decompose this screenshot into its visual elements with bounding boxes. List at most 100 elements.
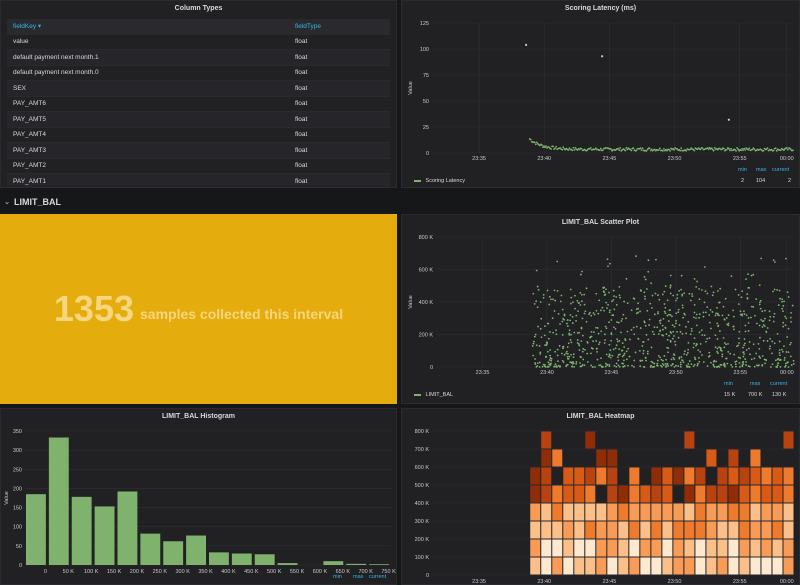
y-tick-label: 500 K <box>415 483 430 489</box>
scatter-point <box>776 366 779 368</box>
scatter-point <box>657 355 660 357</box>
scatter-point <box>681 332 684 335</box>
chevron-down-icon[interactable]: ⌄ <box>4 199 10 206</box>
heatmap-cell <box>563 467 574 485</box>
scatter-point <box>749 353 751 356</box>
scatter-point <box>763 358 766 361</box>
scatter-point <box>668 313 670 316</box>
scatter-point <box>639 360 642 362</box>
scatter-point <box>536 306 539 309</box>
header-fieldtype[interactable]: fieldType <box>295 22 322 30</box>
heatmap-cell <box>618 485 629 503</box>
scatter-point <box>544 366 547 368</box>
scatter-point <box>673 325 676 328</box>
scatter-point <box>782 350 784 353</box>
latency-point <box>571 149 574 152</box>
scatter-point <box>765 330 768 333</box>
scatter-point <box>593 331 595 333</box>
cell-fieldtype: float <box>295 38 308 46</box>
scatter-point <box>538 366 541 368</box>
scatter-point <box>773 342 776 345</box>
scatter-point <box>657 311 660 313</box>
heatmap-cell <box>596 449 607 467</box>
scatter-point <box>545 355 547 358</box>
scatter-point <box>760 257 763 260</box>
latency-point <box>635 149 638 152</box>
scatter-point <box>659 364 662 367</box>
heatmap-cell <box>629 521 640 539</box>
outlier-point <box>525 43 528 46</box>
scatter-point <box>532 354 535 357</box>
scatter-point <box>591 347 594 350</box>
histogram-bar <box>117 491 138 565</box>
scatter-point <box>555 329 557 332</box>
scatter-point <box>596 327 599 329</box>
column-types-panel: Column Types fieldKey ▾ fieldType value f… <box>0 0 397 188</box>
heatmap-cell <box>585 431 596 449</box>
scatter-point <box>600 365 603 368</box>
cell-fieldtype: float <box>295 115 308 123</box>
x-tick-label: 250 K <box>153 569 168 575</box>
scatter-point <box>722 336 725 339</box>
legend-swatch <box>414 179 421 182</box>
heatmap-cell <box>563 539 574 557</box>
scatter-point <box>768 347 771 350</box>
scatter-point <box>702 361 705 363</box>
scatter-point <box>698 331 701 334</box>
scatter-point <box>598 341 601 344</box>
scatter-point <box>559 365 562 368</box>
samples-stat-panel: 1353 samples collected this interval <box>0 214 397 404</box>
x-tick-label: 23:45 <box>602 579 616 585</box>
latency-point <box>555 145 558 148</box>
latency-point <box>728 147 730 150</box>
x-tick-label: 300 K <box>176 569 191 575</box>
scatter-point <box>641 359 644 362</box>
scatter-point <box>537 325 539 328</box>
scatter-point <box>678 289 681 292</box>
header-fieldkey[interactable]: fieldKey ▾ <box>13 23 42 31</box>
scatter-point <box>681 359 684 362</box>
latency-point <box>580 147 583 150</box>
scatter-point <box>562 347 564 350</box>
scatter-point <box>606 307 608 309</box>
scatter-point <box>604 365 607 368</box>
scatter-point <box>566 346 569 348</box>
heatmap-cell <box>541 539 552 557</box>
heatmap-cell <box>629 503 640 521</box>
legend-item[interactable]: LIMIT_BAL <box>414 392 453 398</box>
scatter-point <box>559 300 562 303</box>
scatter-point <box>670 358 673 361</box>
scatter-point <box>542 296 545 299</box>
scatter-point <box>621 362 623 365</box>
scatter-point <box>683 350 686 353</box>
scatter-point <box>572 362 575 365</box>
heatmap-cell <box>563 521 574 539</box>
heatmap-cell <box>761 557 772 575</box>
y-tick-label: 0 <box>19 563 22 569</box>
scatter-point <box>748 347 750 350</box>
y-tick-label: 150 <box>13 506 22 512</box>
scatter-point <box>643 276 646 278</box>
scatter-point <box>675 319 677 322</box>
scatter-point <box>786 336 789 338</box>
scatter-point <box>783 345 785 348</box>
legend-item[interactable]: Scoring Latency <box>414 178 465 184</box>
scatter-point <box>645 288 648 290</box>
scatter-point <box>604 362 607 365</box>
row-header-limit-bal[interactable]: ⌄ LIMIT_BAL <box>0 193 800 211</box>
scatter-point <box>691 293 694 295</box>
scatter-point <box>758 284 761 287</box>
scatter-point <box>708 354 711 357</box>
scatter-point <box>694 358 697 360</box>
scatter-point <box>755 364 758 367</box>
heatmap-cell <box>651 485 662 503</box>
scatter-point <box>535 344 538 347</box>
scatter-point <box>715 312 717 315</box>
scatter-point <box>744 358 747 360</box>
heatmap-cell <box>695 539 706 557</box>
latency-point <box>744 149 747 151</box>
table-header: fieldKey ▾ fieldType <box>7 19 390 35</box>
scatter-point <box>719 363 722 366</box>
heatmap-cell <box>783 557 794 575</box>
scatter-point <box>741 314 744 317</box>
